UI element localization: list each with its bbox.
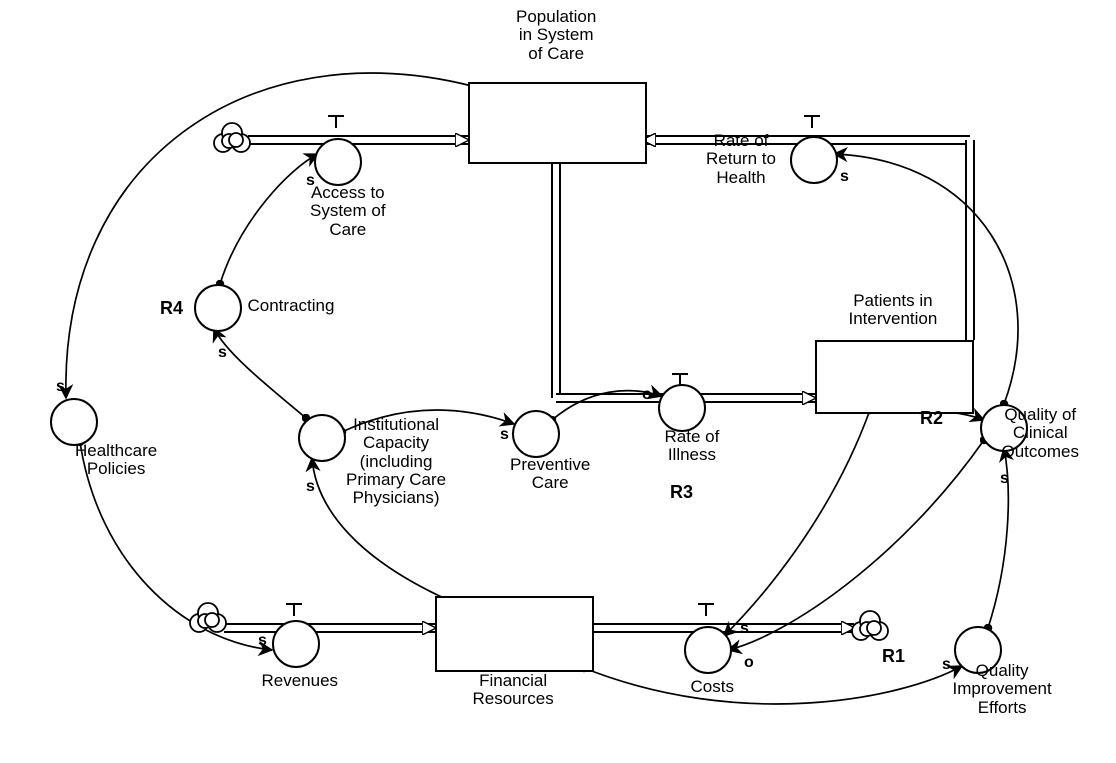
label-revenues: Revenues xyxy=(262,672,339,690)
stock-financial xyxy=(435,596,594,672)
loop-label-R3: R3 xyxy=(670,482,693,503)
label-patients: Patients in Intervention xyxy=(849,292,938,329)
label-improve: Quality Improvement Efforts xyxy=(953,662,1052,717)
converter-return xyxy=(790,136,838,184)
polarity-financial-improve: s xyxy=(942,656,951,674)
label-rateillness: Rate of Illness xyxy=(665,428,720,465)
label-access: Access to System of Care xyxy=(310,184,386,239)
converter-capacity xyxy=(298,414,346,462)
polarity-improve-outcomes: s xyxy=(1000,470,1009,488)
converter-costs xyxy=(684,626,732,674)
converter-revenues xyxy=(272,620,320,668)
label-return: Rate of Return to Health xyxy=(706,132,776,187)
converter-preventive xyxy=(512,410,560,458)
loop-label-R4: R4 xyxy=(160,298,183,319)
label-costs: Costs xyxy=(691,678,734,696)
converter-rateillness xyxy=(658,384,706,432)
polarity-population-policies: s xyxy=(56,378,65,396)
label-capacity: Institutional Capacity (including Primar… xyxy=(346,416,446,508)
label-population: Population in System of Care xyxy=(516,8,596,63)
converter-contracting xyxy=(194,284,242,332)
polarity-capacity-contracting: s xyxy=(218,344,227,362)
polarity-capacity-preventive: s xyxy=(500,426,509,444)
polarity-policies-revenues: s xyxy=(258,632,267,650)
label-financial: Financial Resources xyxy=(473,672,554,709)
polarity-outcomes-return: s xyxy=(840,168,849,186)
label-contracting: Contracting xyxy=(248,297,335,315)
loop-label-R2: R2 xyxy=(920,408,943,429)
polarity-preventive-rateillness: o xyxy=(642,386,652,404)
label-policies: Healthcare Policies xyxy=(75,442,157,479)
label-outcomes: Quality of Clinical Outcomes xyxy=(1002,406,1079,461)
loop-label-R1: R1 xyxy=(882,646,905,667)
converter-policies xyxy=(50,398,98,446)
polarity-outcomes-costs: o xyxy=(744,654,754,672)
polarity-contracting-access: s xyxy=(306,172,315,190)
polarity-patients-costs: s xyxy=(740,620,749,638)
stock-patients xyxy=(815,340,974,414)
converter-access xyxy=(314,138,362,186)
stock-population xyxy=(468,82,647,164)
label-preventive: Preventive Care xyxy=(510,456,590,493)
polarity-financial-capacity: s xyxy=(306,478,315,496)
